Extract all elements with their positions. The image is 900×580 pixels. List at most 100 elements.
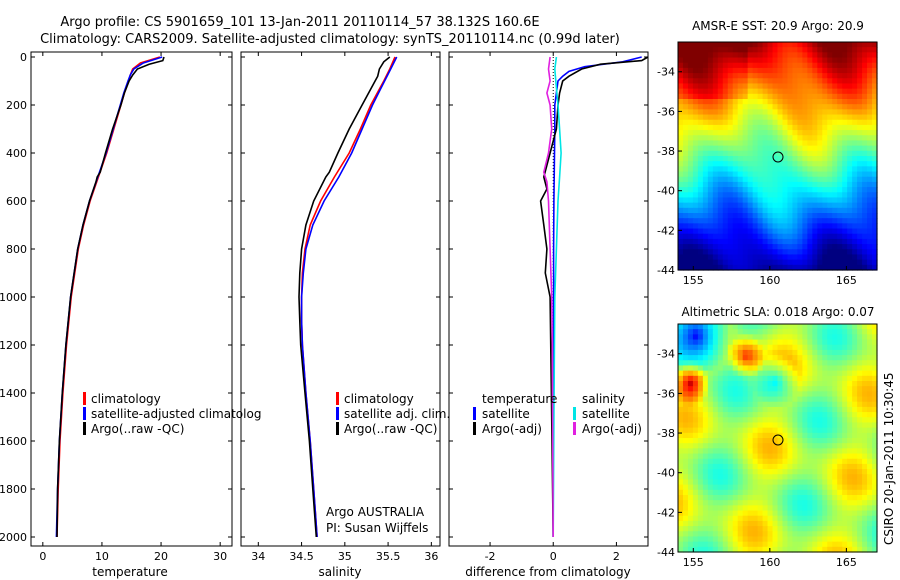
sla-cell xyxy=(847,412,853,418)
sst-cell xyxy=(678,223,684,230)
sla-cell xyxy=(727,391,734,398)
sst-cell xyxy=(722,202,729,209)
sst-cell xyxy=(732,52,739,59)
sst-cell xyxy=(827,130,833,136)
sst-cell xyxy=(757,233,764,240)
sla-cell xyxy=(827,417,833,424)
sst-cell xyxy=(732,62,739,69)
sla-cell xyxy=(747,546,754,553)
sst-cell xyxy=(757,238,764,245)
sla-cell xyxy=(842,541,848,548)
sla-cell xyxy=(857,355,863,361)
sla-cell xyxy=(797,355,803,361)
sla-cell xyxy=(767,495,774,501)
sst-cell xyxy=(762,244,769,250)
sla-cell xyxy=(777,474,784,481)
sst-cell xyxy=(867,233,873,240)
sla-cell xyxy=(757,401,764,408)
sst-cell xyxy=(757,67,764,74)
sla-cell xyxy=(837,531,843,538)
sst-cell xyxy=(822,47,828,53)
sla-cell xyxy=(752,432,759,439)
sst-cell xyxy=(772,192,779,199)
sla-cell xyxy=(857,370,863,377)
sla-cell xyxy=(867,484,873,491)
sla-cell xyxy=(742,453,749,460)
sst-cell xyxy=(787,207,794,214)
depth-tick-label-7: 1400 xyxy=(0,387,27,400)
sst-cell xyxy=(777,192,784,199)
sla-cell xyxy=(857,427,863,434)
sla-cell xyxy=(732,396,739,403)
sla-cell xyxy=(812,329,818,335)
sst-cell xyxy=(742,202,749,209)
sst-cell xyxy=(867,78,873,85)
sla-cell xyxy=(827,360,833,367)
sla-cell xyxy=(732,520,739,527)
sla-cell xyxy=(737,334,744,341)
sla-cell xyxy=(772,396,779,403)
xtick-label-1: 34.5 xyxy=(289,550,314,563)
sla-heatmap xyxy=(678,324,878,553)
sst-cell xyxy=(827,171,833,178)
sla-cell xyxy=(697,495,704,501)
sst-cell xyxy=(712,166,719,173)
sst-cell xyxy=(682,218,689,224)
sst-cell xyxy=(827,140,833,147)
sst-cell xyxy=(832,156,838,162)
sla-cell xyxy=(752,526,759,532)
sst-cell xyxy=(732,119,739,126)
sla-cell xyxy=(807,432,813,439)
sla-cell xyxy=(757,438,764,444)
sst-cell xyxy=(742,156,749,162)
sst-cell xyxy=(717,202,724,209)
sla-cell xyxy=(817,391,823,398)
sla-cell xyxy=(837,406,843,413)
sst-cell xyxy=(872,93,878,100)
sla-ticks: 155 160 165-34-36-38-40-42-44 xyxy=(657,348,857,569)
sst-cell xyxy=(812,223,818,230)
sla-cell xyxy=(807,541,813,548)
sla-cell xyxy=(707,401,714,408)
sla-cell xyxy=(872,458,878,465)
sla-cell xyxy=(722,401,729,408)
sla-cell xyxy=(757,427,764,434)
sst-cell xyxy=(732,135,739,142)
sst-cell xyxy=(712,207,719,214)
sla-cell xyxy=(712,515,719,522)
sst-cell xyxy=(737,264,744,271)
sst-cell xyxy=(827,264,833,271)
sst-cell xyxy=(767,42,774,48)
sst-cell xyxy=(762,176,769,183)
sla-cell xyxy=(712,453,719,460)
sst-cell xyxy=(772,140,779,147)
sst-cell xyxy=(872,42,878,48)
sst-cell xyxy=(827,156,833,162)
sla-cell xyxy=(722,515,729,522)
sst-cell xyxy=(752,42,759,48)
sst-cell xyxy=(842,213,848,219)
sst-cell xyxy=(757,78,764,85)
sla-cell xyxy=(787,427,794,434)
sst-cell xyxy=(757,73,764,79)
sla-cell xyxy=(742,427,749,434)
sla-cell xyxy=(692,360,699,367)
sst-cell xyxy=(852,73,858,79)
sst-cell xyxy=(802,176,808,183)
sst-cell xyxy=(747,218,754,224)
sst-cell xyxy=(767,114,774,121)
sla-cell xyxy=(782,355,789,361)
sst-cell xyxy=(842,197,848,204)
sla-cell xyxy=(862,474,868,481)
sst-cell xyxy=(817,254,823,261)
sst-cell xyxy=(747,259,754,266)
sst-cell xyxy=(707,119,714,126)
sla-cell xyxy=(847,370,853,377)
sst-cell xyxy=(867,176,873,183)
sst-cell xyxy=(772,119,779,126)
sst-cell xyxy=(832,93,838,100)
sst-cell xyxy=(737,67,744,74)
sst-cell xyxy=(707,171,714,178)
sla-cell xyxy=(792,526,798,532)
sst-cell xyxy=(812,62,818,69)
